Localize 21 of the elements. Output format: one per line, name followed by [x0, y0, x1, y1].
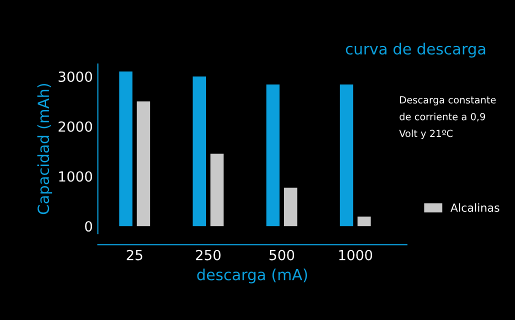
x-tick-label: 250: [196, 250, 221, 260]
bar: [284, 188, 298, 226]
x-axis-title: descarga (mA): [197, 268, 308, 284]
bar: [192, 76, 206, 226]
bar: [119, 71, 132, 226]
x-tick-label: 500: [270, 250, 294, 260]
bar: [136, 101, 150, 226]
bar: [266, 84, 280, 226]
text: Descarga constante de corriente a 0,9 Volt y 21ºC: [399, 96, 496, 140]
bar: [340, 84, 354, 226]
bar: [210, 154, 224, 226]
bar: [358, 216, 371, 226]
y-axis-title: Capacidad (mAh): [37, 84, 52, 214]
y-tick-label: 0: [85, 221, 92, 232]
x-tick-label: 25: [126, 250, 142, 260]
y-tick-label: 3000: [58, 71, 92, 82]
x-tick-label: 1000: [339, 250, 372, 260]
y-tick-label: 1000: [59, 171, 92, 182]
legend-label: Alcalinas: [450, 203, 500, 212]
chart-title: curva de descarga: [346, 42, 486, 58]
y-tick-label: 2000: [58, 121, 92, 132]
